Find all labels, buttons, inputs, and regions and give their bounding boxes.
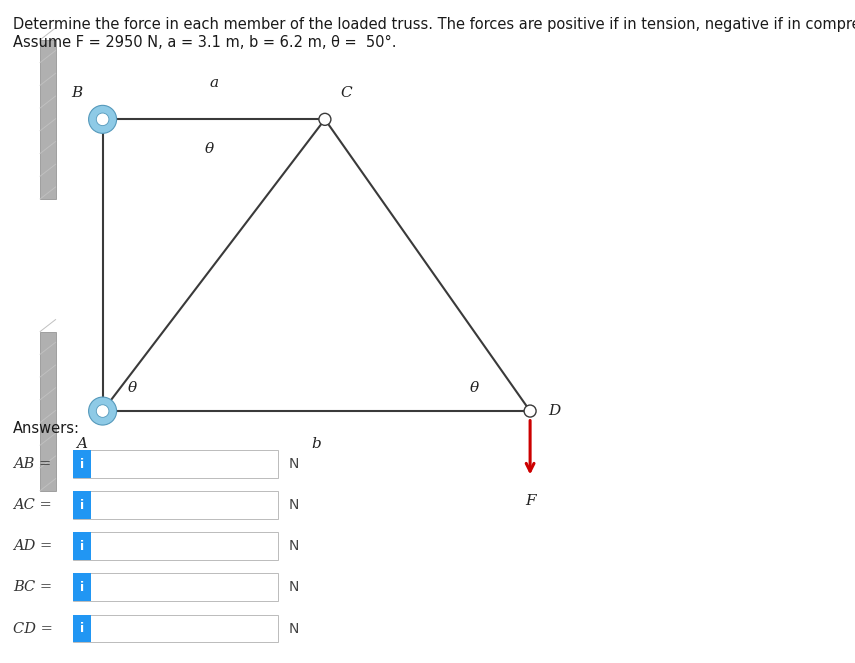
FancyBboxPatch shape (73, 450, 278, 478)
FancyBboxPatch shape (73, 532, 91, 560)
Text: i: i (80, 457, 84, 471)
Text: BC =: BC = (13, 580, 52, 595)
Ellipse shape (89, 105, 116, 133)
Text: θ: θ (128, 381, 137, 395)
Text: AB =: AB = (13, 457, 51, 471)
Ellipse shape (524, 405, 536, 417)
Ellipse shape (319, 113, 331, 125)
Text: A: A (76, 437, 86, 452)
Text: b: b (311, 437, 321, 452)
Text: AD =: AD = (13, 539, 52, 554)
FancyBboxPatch shape (73, 532, 278, 560)
Bar (40, 40, 56, 199)
Text: C: C (340, 86, 352, 100)
Text: i: i (80, 499, 84, 512)
FancyBboxPatch shape (73, 450, 91, 478)
Text: N: N (288, 539, 298, 554)
Text: θ: θ (205, 142, 214, 156)
FancyBboxPatch shape (73, 615, 91, 642)
Text: N: N (288, 498, 298, 512)
Text: θ: θ (470, 381, 479, 395)
Text: CD =: CD = (13, 621, 53, 636)
Text: D: D (548, 404, 560, 418)
Text: N: N (288, 621, 298, 636)
Text: a: a (209, 76, 218, 90)
FancyBboxPatch shape (73, 491, 91, 519)
Ellipse shape (97, 113, 109, 126)
Text: i: i (80, 581, 84, 594)
Text: i: i (80, 622, 84, 635)
Text: N: N (288, 457, 298, 471)
FancyBboxPatch shape (73, 615, 278, 642)
Text: F: F (525, 494, 535, 508)
Text: Determine the force in each member of the loaded truss. The forces are positive : Determine the force in each member of th… (13, 17, 855, 32)
Ellipse shape (97, 404, 109, 418)
Text: N: N (288, 580, 298, 595)
FancyBboxPatch shape (73, 491, 278, 519)
FancyBboxPatch shape (73, 573, 91, 601)
Text: Answers:: Answers: (13, 421, 80, 436)
Ellipse shape (89, 397, 116, 425)
Text: B: B (71, 86, 83, 100)
Text: i: i (80, 540, 84, 553)
Text: AC =: AC = (13, 498, 51, 512)
Bar (40, 332, 56, 491)
Text: Assume F = 2950 N, a = 3.1 m, b = 6.2 m, θ =  50°.: Assume F = 2950 N, a = 3.1 m, b = 6.2 m,… (13, 35, 397, 50)
FancyBboxPatch shape (73, 573, 278, 601)
